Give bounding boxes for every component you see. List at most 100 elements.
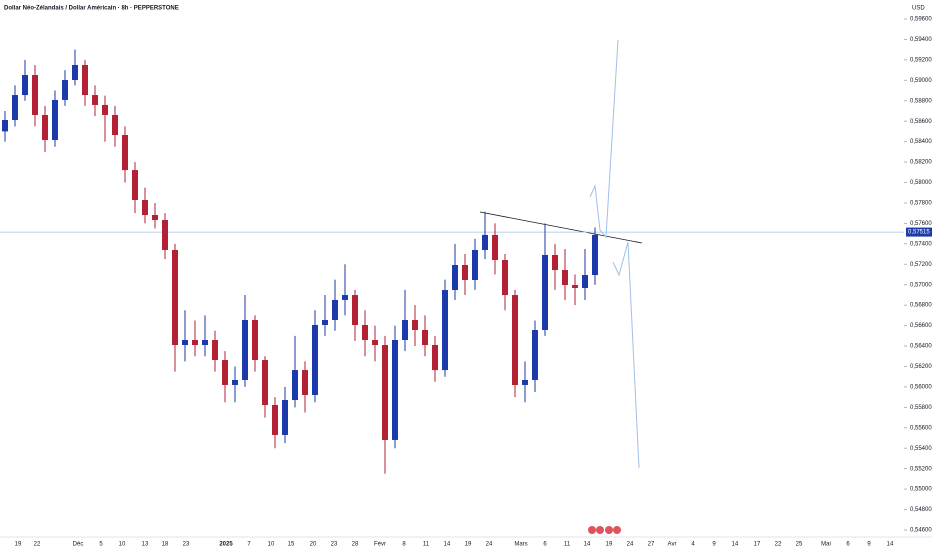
last-price-tag	[906, 227, 932, 237]
x-tick-label: Déc	[73, 542, 84, 548]
candle-body	[542, 254, 548, 330]
candle-body	[2, 119, 8, 132]
x-tick-label: 18	[162, 542, 169, 548]
candle-body	[222, 360, 228, 385]
candle-body	[502, 259, 508, 296]
projection-up	[589, 39, 619, 239]
x-tick-label: 2025	[219, 542, 233, 548]
candle-body	[582, 275, 588, 288]
candle-body	[422, 329, 428, 346]
y-tick-label: 0,55000	[910, 487, 932, 493]
candle-body	[402, 319, 408, 341]
x-tick-label: 24	[627, 542, 634, 548]
y-tick-label: 0,57400	[910, 241, 932, 247]
y-tick-label: 0,59200	[910, 57, 932, 63]
currency: USD	[912, 6, 925, 12]
candle-body	[12, 95, 18, 120]
x-tick-label: Mars	[514, 542, 527, 548]
y-tick-label: 0,59600	[910, 17, 932, 23]
candle-body	[162, 220, 168, 250]
candle-body	[62, 80, 68, 100]
y-tick-label: 0,55800	[910, 405, 932, 411]
y-tick-label: 0,58200	[910, 160, 932, 166]
candle-body	[522, 379, 528, 385]
y-tick-label: 0,56800	[910, 303, 932, 309]
candle-body	[452, 264, 458, 291]
x-tick-label: 10	[119, 542, 126, 548]
x-tick-label: Mai	[821, 542, 831, 548]
candle-body	[312, 324, 318, 395]
x-tick-label: 23	[183, 542, 190, 548]
candle-body	[442, 290, 448, 371]
candle-body	[102, 104, 108, 115]
x-tick-label: Avr	[668, 542, 677, 548]
candle-body	[282, 399, 288, 435]
y-tick-label: 0,54600	[910, 528, 932, 534]
event-icons	[588, 526, 621, 534]
x-tick-label: 6	[543, 542, 547, 548]
candle-body	[252, 319, 258, 361]
candle-body	[482, 234, 488, 250]
x-tick-label: 17	[754, 542, 761, 548]
y-tick-label: 0,56200	[910, 364, 932, 370]
x-tick-label: 27	[648, 542, 655, 548]
x-tick-label: 8	[402, 542, 406, 548]
candle-body	[262, 360, 268, 406]
x-tick-label: 10	[268, 542, 275, 548]
y-tick-label: 0,56600	[910, 323, 932, 329]
candle-body	[142, 199, 148, 216]
x-tick-label: Févr	[374, 542, 386, 548]
x-tick-label: 15	[288, 542, 295, 548]
x-tick-label: 19	[15, 542, 22, 548]
candle-body	[362, 324, 368, 341]
candle-body	[132, 170, 138, 200]
candle-body	[182, 340, 188, 346]
candle-body	[592, 234, 598, 276]
x-tick-label: 14	[887, 542, 894, 548]
candle-body	[72, 64, 78, 81]
candle-body	[572, 285, 578, 288]
projection-down	[612, 241, 640, 469]
candle-body	[202, 340, 208, 346]
candle-body	[292, 370, 298, 400]
x-tick-label: 13	[142, 542, 149, 548]
candle-body	[212, 340, 218, 361]
x-tick-label: 11	[423, 542, 430, 548]
candle-body	[352, 295, 358, 325]
x-tick-label: 20	[310, 542, 317, 548]
candle-body	[152, 215, 158, 221]
y-tick-label: 0,57000	[910, 282, 932, 288]
candle-body	[232, 379, 238, 385]
y-tick-label: 0,57600	[910, 221, 932, 227]
x-tick-label: 14	[584, 542, 591, 548]
x-tick-label: 4	[691, 542, 695, 548]
y-tick-label: 0,59400	[910, 37, 932, 43]
candle-body	[472, 249, 478, 281]
x-tick-label: 22	[34, 542, 41, 548]
y-tick-label: 0,56000	[910, 384, 932, 390]
y-tick-label: 0,57200	[910, 262, 932, 268]
x-tick-label: 28	[352, 542, 359, 548]
y-tick-label: 0,55600	[910, 425, 932, 431]
x-tick-label: 19	[465, 542, 472, 548]
x-tick-label: 23	[331, 542, 338, 548]
x-tick-label: 24	[486, 542, 493, 548]
candle-body	[342, 295, 348, 300]
x-tick-label: 14	[444, 542, 451, 548]
chart-title: Dollar Néo-Zélandais / Dollar Américain …	[4, 6, 179, 12]
last-price-label: 0,57515	[908, 230, 930, 236]
x-tick-label: 14	[732, 542, 739, 548]
x-tick-label: 9	[867, 542, 871, 548]
y-tick-label: 0,57800	[910, 201, 932, 207]
candle-body	[562, 270, 568, 286]
y-tick-label: 0,58400	[910, 139, 932, 145]
x-tick-label: 22	[775, 542, 782, 548]
x-tick-label: 6	[846, 542, 850, 548]
candle-body	[532, 329, 538, 380]
y-tick-label: 0,58000	[910, 180, 932, 186]
y-tick-label: 0,58800	[910, 98, 932, 104]
candle-body	[392, 340, 398, 440]
y-tick-label: 0,58600	[910, 119, 932, 125]
candle-body	[112, 114, 118, 136]
